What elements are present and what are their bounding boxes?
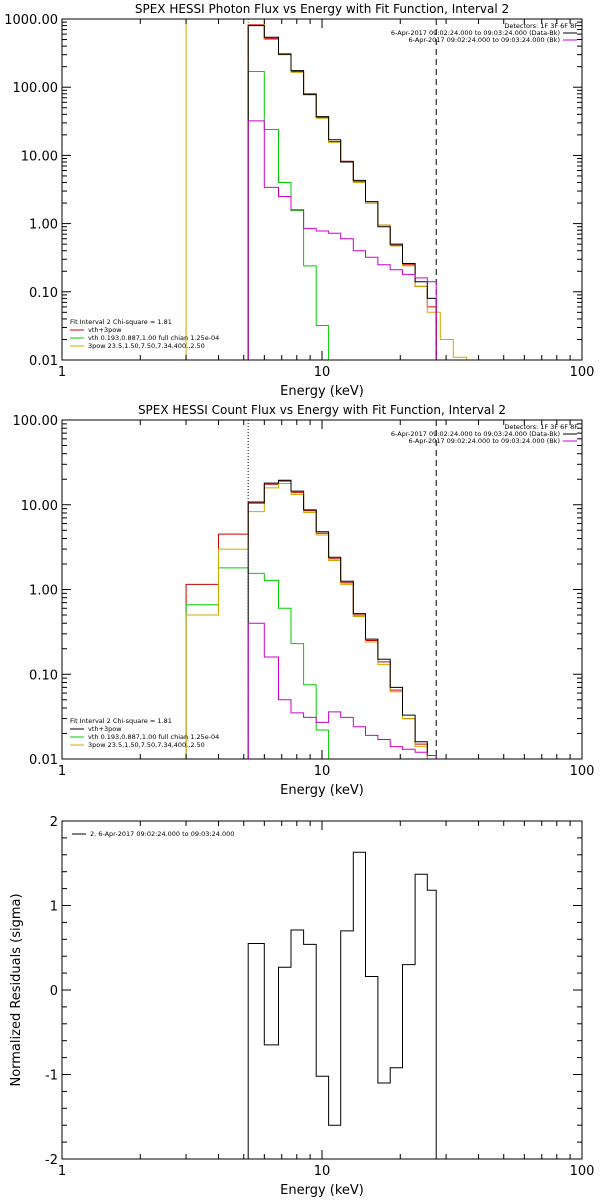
series-line-4: [247, 479, 437, 759]
x-tick-label: 100: [570, 1164, 595, 1179]
chart-title: SPEX HESSI Count Flux vs Energy with Fit…: [138, 403, 506, 417]
series-group: [185, 479, 437, 759]
y-tick-label: 0.10: [29, 668, 58, 683]
panel-1: SPEX HESSI Photon Flux vs Energy with Fi…: [4, 2, 595, 399]
y-tick-label: 0: [50, 984, 58, 999]
series-group: [247, 851, 437, 1159]
panels: SPEX HESSI Photon Flux vs Energy with Fi…: [4, 2, 595, 1198]
header-line-1: Detectors: 1F 3F 6F 8F: [504, 423, 578, 431]
y-tick-label: 10.00: [21, 499, 58, 514]
y-tick-label: 100.00: [13, 81, 59, 96]
x-tick-label: 100: [570, 764, 595, 779]
legend-label: 3pow 23.5,1.50,7.50,7.34,400.,2.50: [88, 741, 205, 749]
y-tick-label: 0.01: [29, 753, 58, 768]
legend-label: vth+3pow: [88, 326, 122, 334]
y-tick-label: 1.00: [29, 584, 58, 599]
x-axis-label: Energy (keV): [280, 783, 364, 798]
x-tick-label: 10: [314, 365, 331, 380]
x-tick-label: 1: [58, 1164, 66, 1179]
legend-title: Fit Interval 2 Chi-square = 1.81: [70, 318, 172, 326]
y-tick-label: 0.10: [29, 286, 58, 301]
header-line-1: Detectors: 1F 3F 6F 8F: [504, 22, 578, 30]
x-tick-label: 10: [314, 764, 331, 779]
series-line-1: [247, 851, 437, 1159]
panel-2: SPEX HESSI Count Flux vs Energy with Fit…: [13, 403, 595, 798]
chart-title: SPEX HESSI Photon Flux vs Energy with Fi…: [135, 2, 509, 16]
y-tick-label: 2: [50, 815, 58, 830]
series-group: [185, 19, 468, 360]
header-line-3: 6-Apr-2017 09:02:24.000 to 09:03:24.000 …: [409, 437, 560, 445]
legend-label: vth 0.193,0.887,1.00 full chian 1.25e-04: [88, 334, 219, 342]
series-line-5: [247, 622, 437, 759]
series-line-2: [247, 71, 342, 360]
x-tick-label: 1: [58, 365, 66, 380]
legend-title: Fit Interval 2 Chi-square = 1.81: [70, 717, 172, 725]
y-tick-label: 0.01: [29, 354, 58, 369]
y-tick-label: 1000.00: [4, 13, 58, 28]
x-tick-label: 100: [570, 365, 595, 380]
series-line-5: [247, 120, 437, 360]
y-tick-label: 1: [50, 900, 58, 915]
x-axis-label: Energy (keV): [280, 384, 364, 399]
x-tick-label: 10: [314, 1164, 331, 1179]
header-line-2: 6-Apr-2017 09:02:24.000 to 09:03:24.000 …: [391, 430, 560, 438]
legend-label: vth 0.193,0.887,1.00 full chian 1.25e-04: [88, 733, 219, 741]
x-axis-label: Energy (keV): [280, 1183, 364, 1198]
header-line-3: 6-Apr-2017 09:02:24.000 to 09:03:24.000 …: [409, 36, 560, 44]
y-tick-label: -2: [45, 1153, 58, 1168]
y-tick-label: 1.00: [29, 218, 58, 233]
y-tick-label: 10.00: [21, 149, 58, 164]
legend-label: vth+3pow: [88, 725, 122, 733]
series-line-4: [247, 25, 437, 360]
legend-label: 3pow 23.5,1.50,7.50,7.34,400.,2.50: [88, 342, 205, 350]
y-axis-label: Normalized Residuals (sigma): [9, 893, 24, 1086]
header-line-2: 6-Apr-2017 09:02:24.000 to 09:03:24.000 …: [391, 29, 560, 37]
series-line-3: [185, 483, 437, 759]
panel-3: 1 10 100 -2 -1 0 1 2 Energy (keV) Normalized Resi…: [9, 815, 594, 1198]
y-tick-label: 100.00: [13, 414, 59, 429]
y-tick-label: -1: [45, 1069, 58, 1084]
x-tick-label: 1: [58, 764, 66, 779]
legend-label: 2. 6-Apr-2017 09:02:24.000 to 09:03:24.0…: [90, 830, 234, 838]
